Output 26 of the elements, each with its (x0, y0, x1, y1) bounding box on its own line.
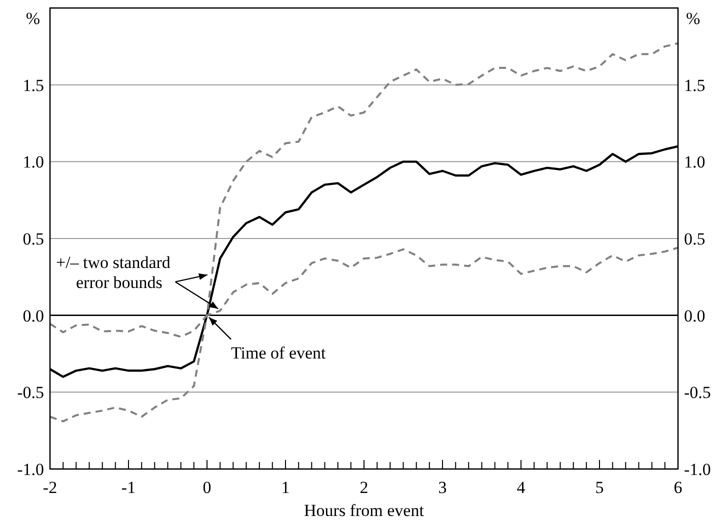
x-axis-title: Hours from event (304, 501, 424, 520)
x-tick-label: 0 (202, 478, 212, 497)
x-tick-label: -2 (42, 478, 58, 497)
x-tick-label: 6 (674, 478, 682, 497)
y-tick-label: 1.5 (22, 76, 44, 95)
y2-tick-label: 1.0 (684, 152, 706, 172)
annotation: Time of event (231, 343, 326, 362)
x-tick-label: 5 (595, 478, 604, 497)
y-tick-label: 0.0 (22, 306, 44, 326)
x-tick-label: 3 (438, 478, 447, 497)
annotation: +/– two standard error bounds (56, 252, 171, 292)
y-tick-label: -1.0 (17, 460, 44, 479)
y2-tick-label: -1.0 (684, 460, 711, 479)
y-tick-label: 0.5 (22, 230, 44, 248)
y2-tick-label: 0.0 (684, 306, 706, 326)
y2-tick-label: 0.5 (684, 230, 706, 248)
y-tick-label: 1.0 (22, 152, 44, 172)
x-tick-label: 2 (360, 478, 368, 497)
y-tick-label: -0.5 (17, 383, 44, 402)
x-tick-label: 4 (516, 478, 526, 497)
y2-tick-label: -0.5 (684, 383, 711, 402)
y2-tick-label: 1.5 (684, 76, 706, 95)
x-tick-label: 1 (281, 478, 290, 497)
x-tick-label: -1 (121, 478, 136, 497)
y-axis-title: % (26, 9, 40, 28)
y2-axis-title: % (686, 9, 700, 28)
